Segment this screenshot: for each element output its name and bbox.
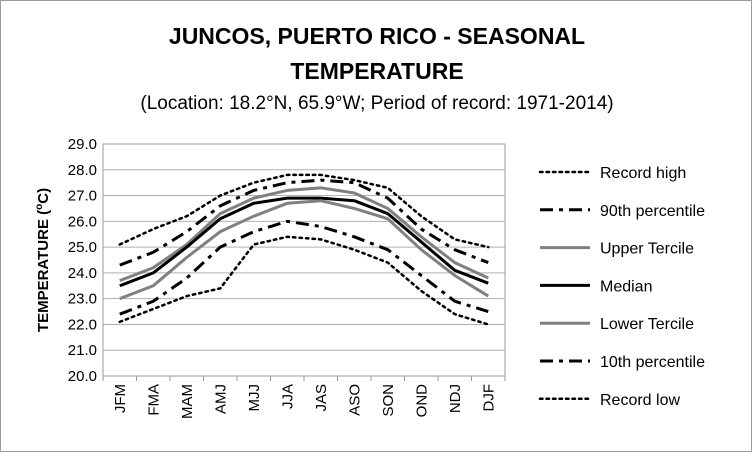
y-tick-label: 21.0 [68, 342, 97, 359]
x-tick-label: DJF [480, 384, 497, 412]
series-line-median [119, 196, 489, 288]
y-tick-label: 20.0 [68, 368, 97, 385]
x-tick-label: JJA [279, 384, 296, 409]
y-axis-title: TEMPERATURE (oC) [34, 188, 52, 332]
chart-title-line-1: JUNCOS, PUERTO RICO - SEASONAL [168, 23, 586, 49]
x-tick-label: MAM [179, 384, 196, 419]
legend-label-10th-percentile: 10th percentile [600, 354, 705, 371]
legend-label-upper-tercile: Upper Tercile [600, 241, 694, 258]
legend-label-record-high: Record high [600, 165, 686, 182]
series-line-90th-percentile [119, 178, 489, 267]
x-tick-label: MJJ [246, 384, 263, 412]
x-tick-label: OND [413, 384, 430, 418]
y-tick-label: 25.0 [68, 239, 97, 256]
x-tick-label: NDJ [447, 384, 464, 413]
series-line-lower-tercile [119, 199, 490, 301]
series-line-record-low [118, 235, 490, 326]
legend-label-median: Median [600, 278, 652, 295]
x-tick-label: SON [380, 384, 397, 417]
y-tick-label: 29.0 [68, 136, 97, 153]
y-tick-label: 22.0 [68, 316, 97, 333]
series-line-upper-tercile [119, 186, 489, 283]
x-tick-label: AMJ [212, 384, 229, 414]
x-tick-label: JAS [313, 384, 330, 412]
y-tick-label: 24.0 [68, 265, 97, 282]
y-tick-label: 28.0 [68, 162, 97, 179]
x-tick-label: ASO [346, 384, 363, 416]
x-tick-label: FMA [145, 384, 162, 416]
y-tick-label: 27.0 [68, 188, 97, 205]
series-line-record-high [118, 173, 490, 249]
chart-title-line-2: TEMPERATURE [290, 58, 464, 84]
y-tick-label: 26.0 [68, 213, 97, 230]
legend-label-lower-tercile: Lower Tercile [600, 316, 694, 333]
series-line-10th-percentile [119, 219, 489, 316]
chart-subtitle: (Location: 18.2°N, 65.9°W; Period of rec… [140, 93, 614, 114]
x-tick-label: JFM [112, 384, 129, 413]
legend-label-record-low: Record low [600, 392, 680, 409]
legend-label-90th-percentile: 90th percentile [600, 203, 705, 220]
y-tick-label: 23.0 [68, 291, 97, 308]
